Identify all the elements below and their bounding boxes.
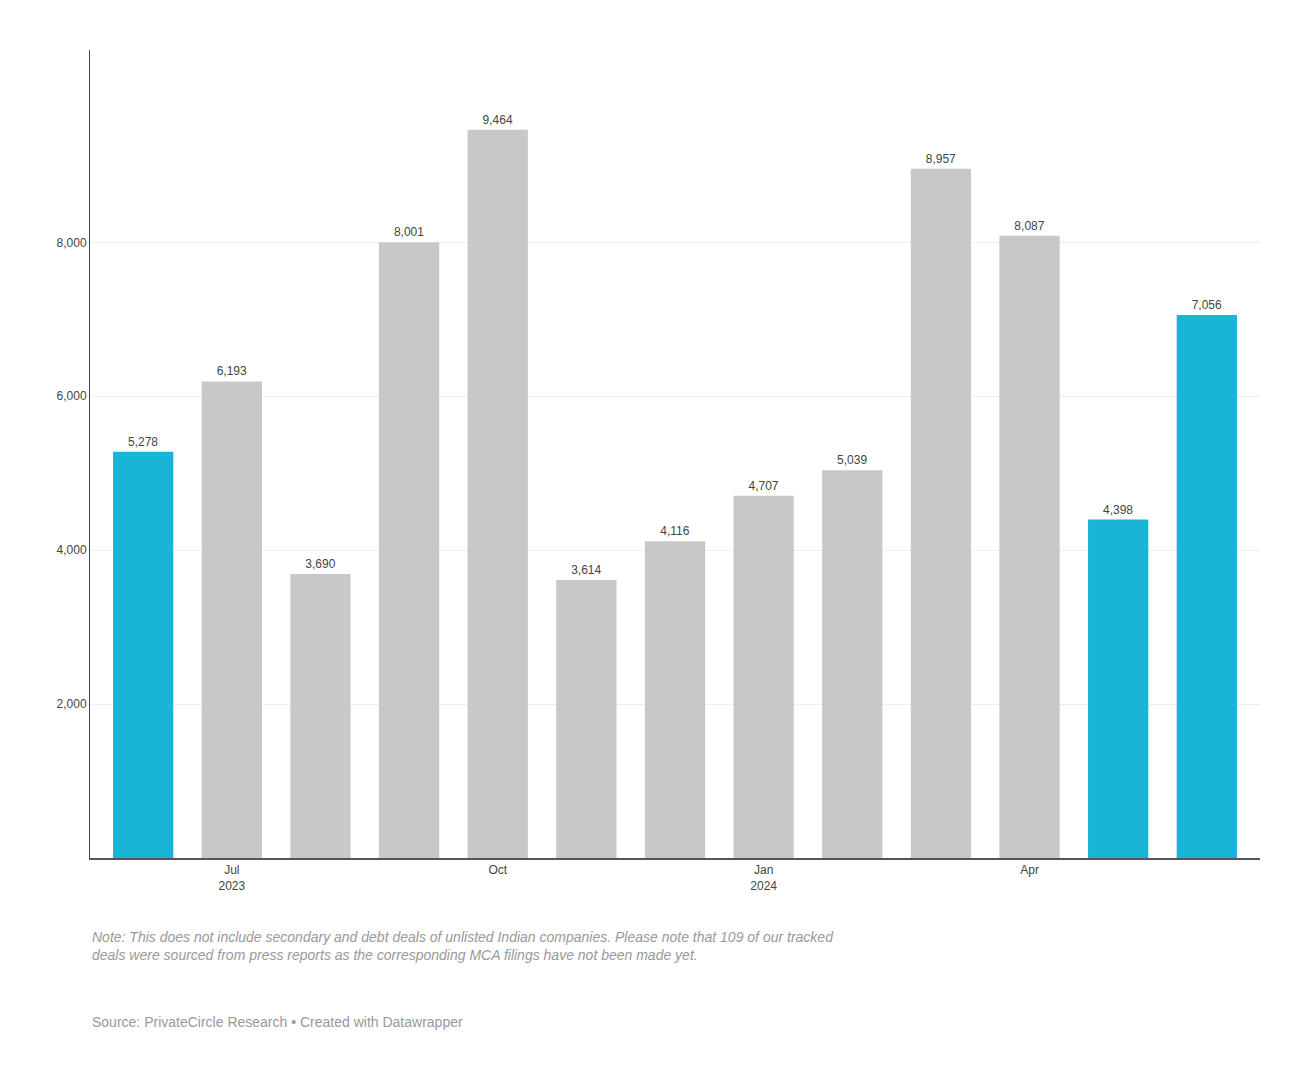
- svg-text:2,000: 2,000: [57, 697, 87, 711]
- svg-text:4,707: 4,707: [748, 479, 778, 493]
- svg-text:Note: This does not include se: Note: This does not include secondary an…: [92, 929, 834, 963]
- svg-text:5,278: 5,278: [128, 435, 158, 449]
- svg-text:7,056: 7,056: [1192, 298, 1222, 312]
- svg-text:3,614: 3,614: [571, 563, 601, 577]
- svg-text:4,116: 4,116: [660, 524, 689, 538]
- svg-text:8,957: 8,957: [926, 152, 956, 166]
- svg-text:Jan2024: Jan2024: [750, 863, 777, 893]
- svg-text:4,000: 4,000: [57, 543, 87, 557]
- svg-text:Source: PrivateCircle Research: Source: PrivateCircle Research • Created…: [92, 1014, 463, 1030]
- svg-text:6,193: 6,193: [217, 364, 247, 378]
- svg-text:8,087: 8,087: [1014, 219, 1044, 233]
- svg-text:Jul2023: Jul2023: [218, 863, 245, 893]
- svg-text:Oct: Oct: [488, 863, 507, 877]
- svg-text:8,000: 8,000: [57, 236, 87, 250]
- svg-text:5,039: 5,039: [837, 453, 867, 467]
- svg-text:3,690: 3,690: [305, 557, 335, 571]
- svg-text:6,000: 6,000: [57, 389, 87, 403]
- svg-text:8,001: 8,001: [394, 225, 424, 239]
- svg-text:Apr: Apr: [1020, 863, 1039, 877]
- svg-text:9,464: 9,464: [483, 113, 513, 127]
- svg-text:4,398: 4,398: [1103, 503, 1133, 517]
